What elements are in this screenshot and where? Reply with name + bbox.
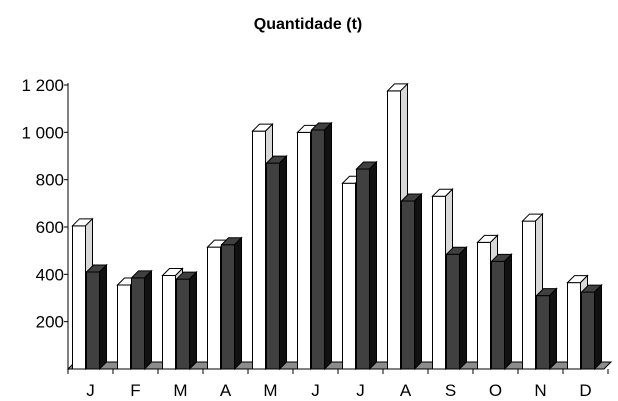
bar-side-face bbox=[549, 287, 557, 371]
bar-series-2-m-5 bbox=[265, 154, 288, 371]
bar-series-2-o-10 bbox=[490, 253, 513, 371]
bar-front-face bbox=[491, 260, 505, 370]
bar-series-2-f-2 bbox=[130, 269, 153, 371]
bar-side-face bbox=[414, 192, 422, 371]
bar-series-2-j-6 bbox=[310, 121, 333, 371]
y-tick-label: 1 000 bbox=[21, 123, 64, 142]
bar-front-face bbox=[446, 253, 460, 370]
x-tick-label: S bbox=[445, 381, 456, 400]
bar-side-face bbox=[459, 246, 467, 371]
bar-front-face bbox=[342, 182, 356, 370]
bar-side-face bbox=[99, 263, 107, 371]
x-tick-label: J bbox=[311, 381, 320, 400]
bar-front-face bbox=[162, 275, 176, 370]
tick-labels: 200 400 600 800 1 000 1 200 J F M A M J J A S O N D bbox=[21, 76, 591, 400]
bar-front-face bbox=[86, 271, 100, 370]
x-tick-label: M bbox=[263, 381, 277, 400]
bar-front-face bbox=[131, 277, 145, 370]
bar-front-face bbox=[297, 131, 311, 370]
chart-title: Quantidade (t) bbox=[254, 16, 362, 33]
bar-front-face bbox=[252, 130, 266, 370]
bar-front-face bbox=[536, 295, 550, 370]
bar-side-face bbox=[279, 154, 287, 371]
x-tick-label: J bbox=[356, 381, 365, 400]
x-tick-label: A bbox=[220, 381, 232, 400]
bar-front-face bbox=[387, 90, 401, 370]
bar-side-face bbox=[234, 236, 242, 371]
bar-series-2-a-8 bbox=[400, 192, 423, 371]
bar-side-face bbox=[594, 283, 602, 371]
bar-series-2-s-9 bbox=[445, 246, 468, 371]
bar-side-face bbox=[504, 253, 512, 371]
bar-series-2-j-7 bbox=[355, 160, 378, 371]
bar-front-face bbox=[221, 244, 235, 370]
x-tick-label: N bbox=[534, 381, 546, 400]
bar-front-face bbox=[356, 168, 370, 370]
bar-front-face bbox=[266, 162, 280, 370]
bar-front-face bbox=[581, 291, 595, 370]
bar-front-face bbox=[401, 200, 415, 370]
x-tick-label: F bbox=[130, 381, 140, 400]
x-tick-label: D bbox=[579, 381, 591, 400]
bar-series-2-j-1 bbox=[85, 263, 108, 371]
x-tick-label: M bbox=[173, 381, 187, 400]
y-tick-label: 600 bbox=[36, 218, 64, 237]
y-tick-label: 1 200 bbox=[21, 76, 64, 95]
bar-side-face bbox=[189, 270, 197, 371]
bar-front-face bbox=[567, 282, 581, 370]
bar-side-face bbox=[369, 160, 377, 371]
bar-front-face bbox=[522, 220, 536, 370]
bar-front-face bbox=[432, 195, 446, 370]
bar-front-face bbox=[311, 129, 325, 370]
bar-side-face bbox=[324, 121, 332, 371]
y-tick-label: 800 bbox=[36, 171, 64, 190]
bar-series-2-n-11 bbox=[535, 287, 558, 371]
y-tick-label: 200 bbox=[36, 313, 64, 332]
x-tick-label: J bbox=[86, 381, 95, 400]
bar-front-face bbox=[72, 225, 86, 370]
bar-series-2-a-4 bbox=[220, 236, 243, 371]
y-tick-label: 400 bbox=[36, 265, 64, 284]
x-tick-label: A bbox=[400, 381, 412, 400]
bar-front-face bbox=[477, 241, 491, 370]
bar-front-face bbox=[117, 284, 131, 370]
bar-front-face bbox=[207, 246, 221, 370]
bar-side-face bbox=[144, 269, 152, 371]
bar-layer bbox=[71, 82, 603, 371]
x-tick-label: O bbox=[489, 381, 502, 400]
bar-front-face bbox=[176, 278, 190, 370]
bar-series-2-m-3 bbox=[175, 270, 198, 371]
chart-axes bbox=[64, 83, 609, 374]
bar-series-2-d-12 bbox=[580, 283, 603, 371]
